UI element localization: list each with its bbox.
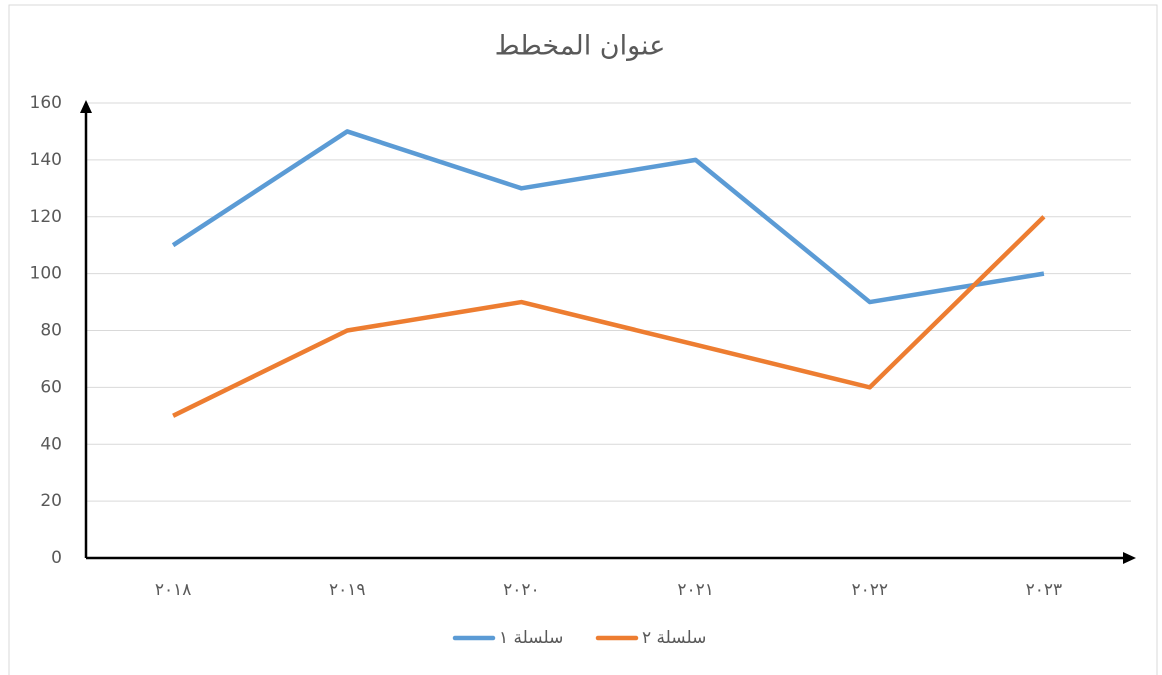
x-tick-label: ٢٠٢١ [677, 580, 714, 600]
y-tick-label: 80 [40, 321, 62, 341]
y-tick-label: 20 [40, 491, 62, 511]
y-tick-label: 60 [40, 377, 62, 397]
x-tick-label: ٢٠٢٢ [851, 580, 888, 600]
y-tick-label: 100 [30, 264, 62, 284]
legend-label: سلسلة ٢ [642, 628, 706, 648]
x-tick-label: ٢٠١٩ [329, 580, 366, 600]
series-line [171, 129, 1045, 305]
y-tick-label: 40 [40, 434, 62, 454]
y-tick-label: 0 [51, 548, 62, 568]
y-tick-label: 140 [30, 150, 62, 170]
x-tick-label: ٢٠٢٣ [1026, 580, 1063, 600]
y-axis-arrow [80, 100, 92, 113]
plot-area: 0 20 40 60 80 100 120 140 160 ٢٠١٨ ٢٠١٩ ٢٠٢٠ ٢٠٢١ ٢٠٢… [30, 93, 1136, 648]
series-line [172, 215, 1046, 418]
legend-label: سلسلة ١ [499, 628, 563, 648]
y-tick-label: 160 [30, 93, 62, 113]
x-axis-arrow [1123, 552, 1136, 564]
chart-border [8, 4, 1158, 675]
x-tick-label: ٢٠٢٠ [503, 580, 540, 600]
chart-title: عنوان المخطط [495, 31, 666, 62]
y-tick-label: 120 [30, 207, 62, 227]
x-tick-label: ٢٠١٨ [155, 580, 192, 600]
